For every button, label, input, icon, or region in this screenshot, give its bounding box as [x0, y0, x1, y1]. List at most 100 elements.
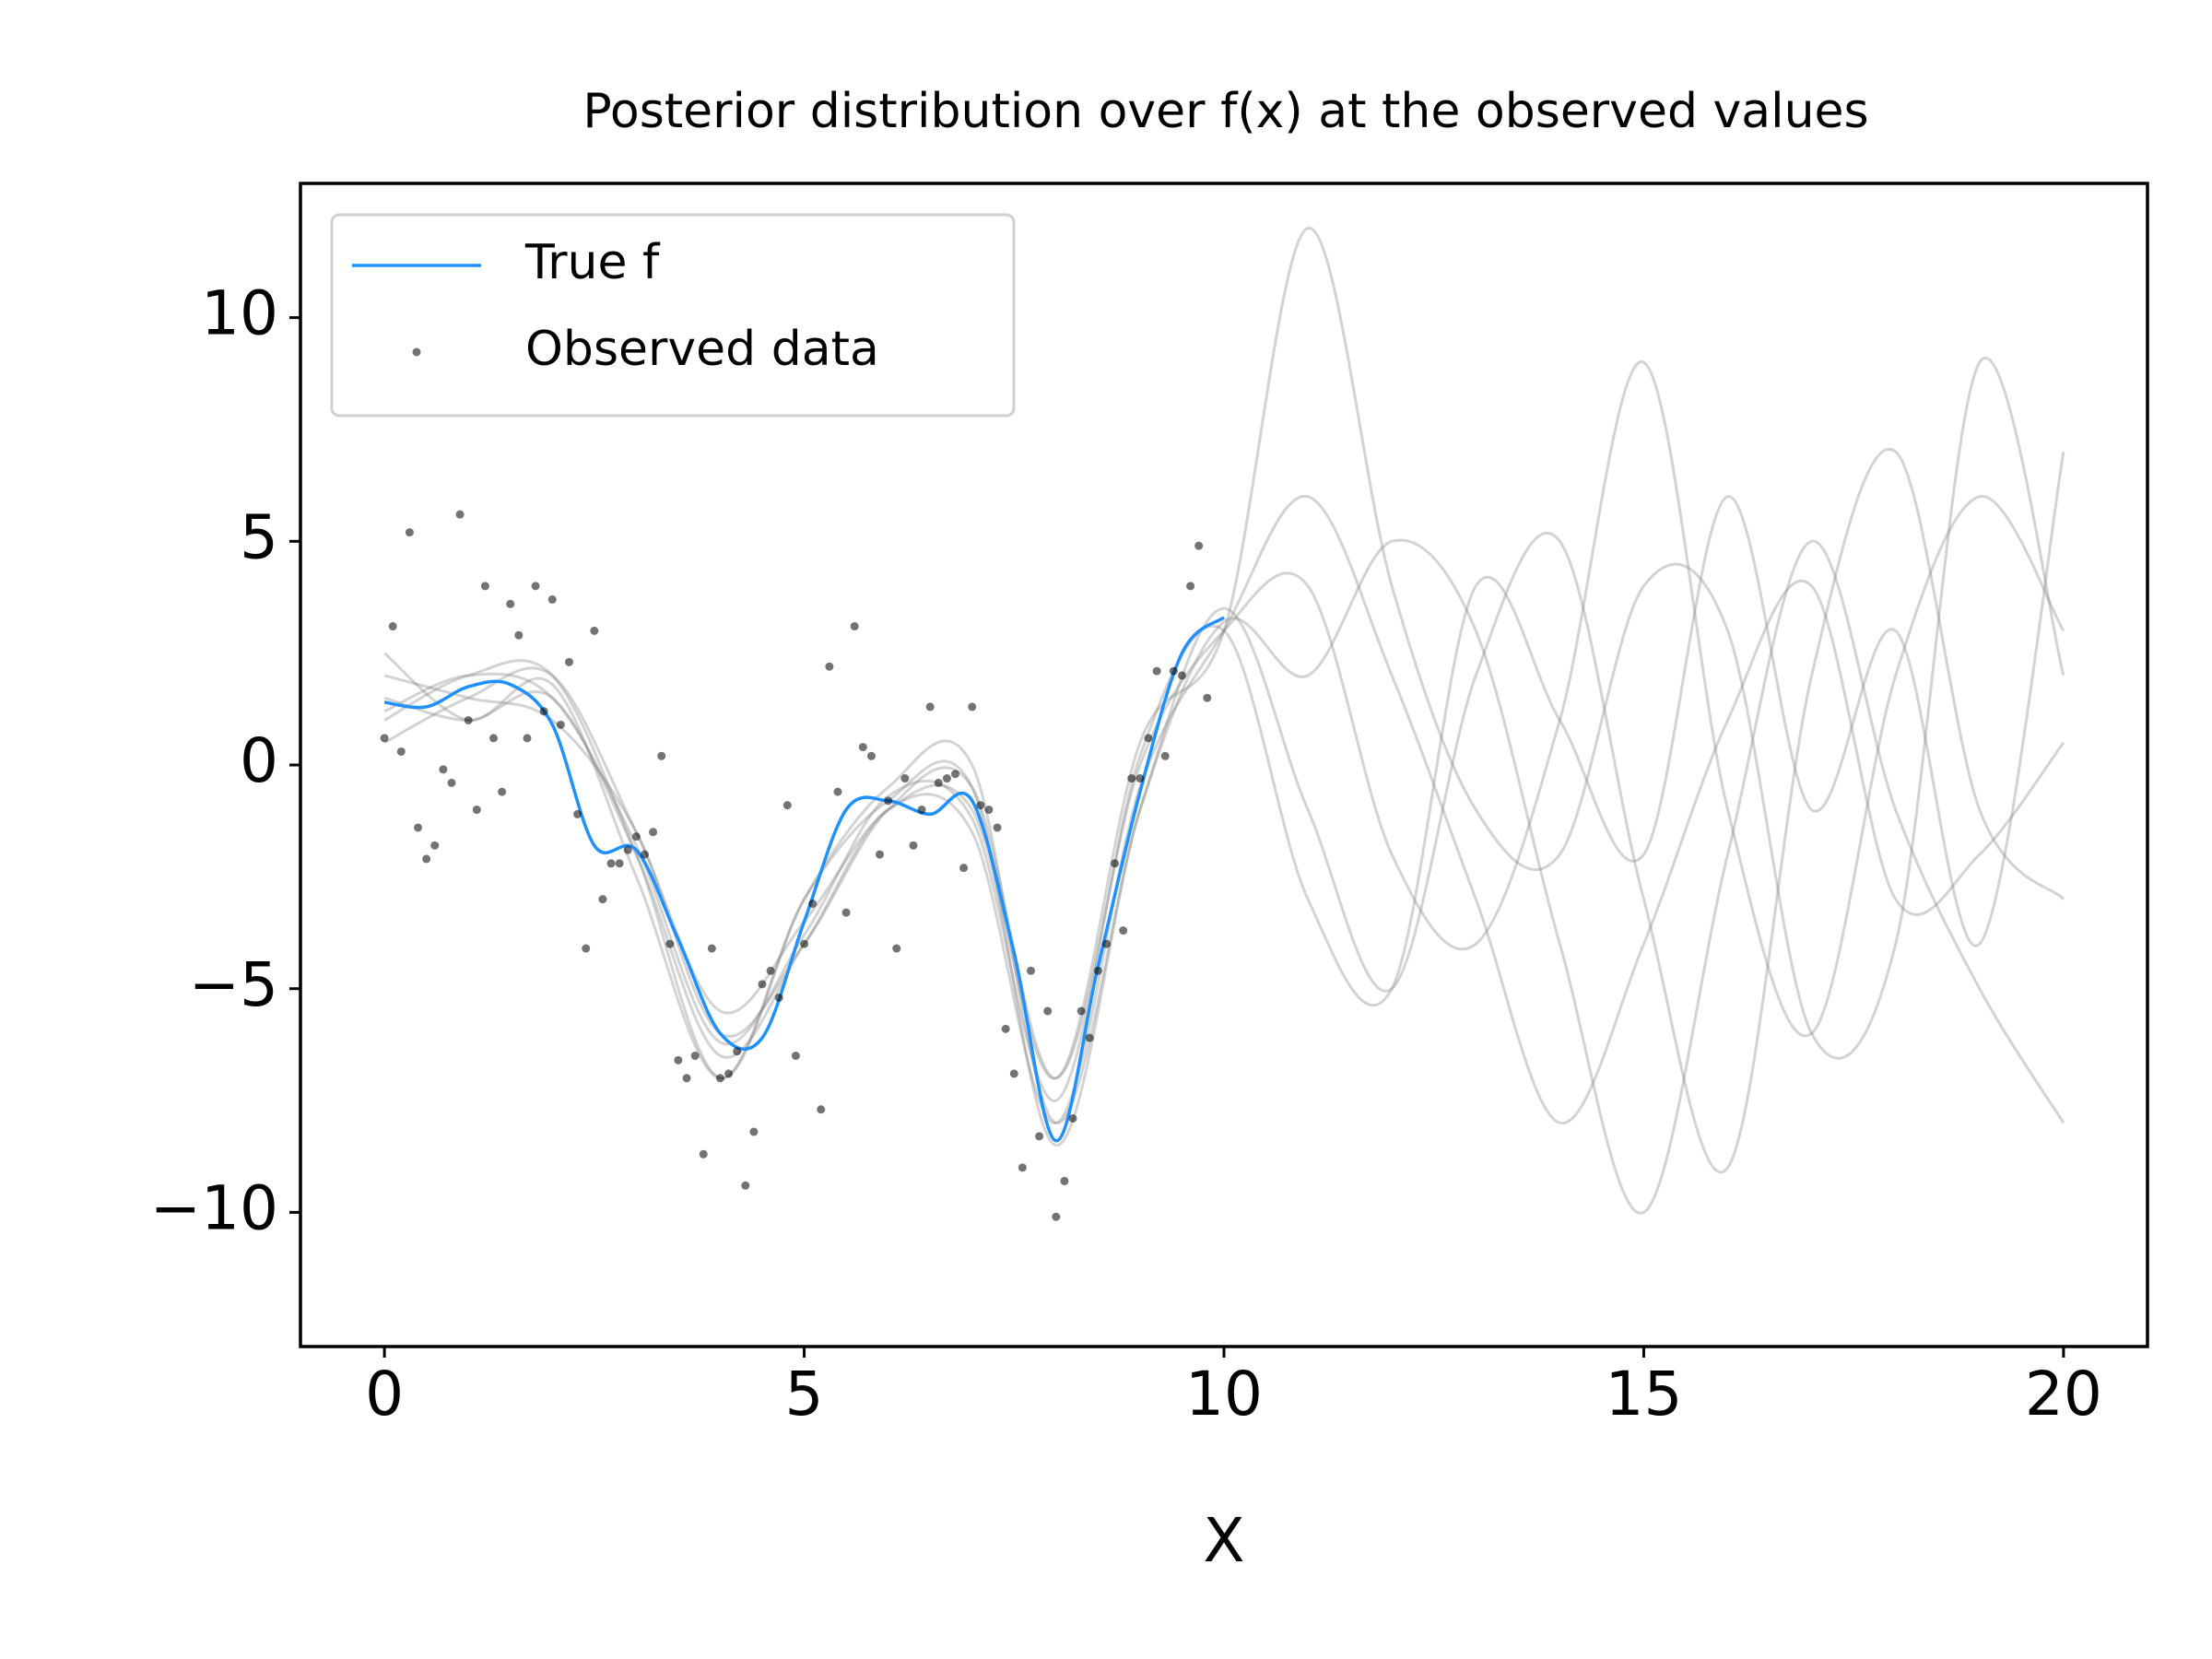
data-point [968, 702, 977, 712]
data-point [1160, 751, 1170, 760]
data-point [539, 707, 548, 716]
data-point [1085, 1033, 1094, 1042]
data-point [925, 702, 935, 712]
data-point [439, 765, 448, 774]
data-point [665, 939, 675, 948]
data-point [707, 944, 716, 953]
y-tick-label: 5 [240, 501, 278, 572]
y-tick-label: −10 [150, 1172, 278, 1243]
data-point [489, 734, 499, 743]
data-point [523, 734, 532, 743]
data-point [590, 626, 599, 635]
posterior-sample [383, 360, 2065, 1080]
data-point [884, 796, 893, 806]
x-tick-label: 20 [2025, 1359, 2102, 1430]
x-tick-label: 5 [785, 1359, 824, 1430]
data-point [724, 1069, 734, 1078]
data-point [582, 944, 591, 953]
legend-label: Observed data [525, 322, 879, 377]
data-point [1119, 926, 1128, 935]
data-point [841, 908, 851, 917]
data-point [993, 823, 1002, 832]
data-point [405, 528, 414, 537]
x-tick-label: 15 [1605, 1359, 1682, 1430]
data-point [951, 770, 960, 779]
data-point [573, 809, 582, 818]
x-tick-label: 10 [1185, 1359, 1263, 1430]
data-point [464, 715, 473, 724]
data-point [934, 778, 943, 787]
posterior-sample [383, 495, 2065, 1124]
data-point [1194, 541, 1204, 550]
data-point [976, 801, 985, 810]
data-point [606, 859, 616, 868]
data-point [850, 622, 859, 631]
data-point [640, 850, 649, 859]
data-point [1052, 1212, 1061, 1221]
data-point [1144, 734, 1153, 743]
ticks: 0 5 10 15 20 −10 −5 0 5 10 [150, 278, 2102, 1430]
data-point [858, 743, 867, 752]
posterior-sample [383, 538, 2065, 1215]
data-point [514, 630, 524, 640]
data-point [674, 1055, 683, 1065]
data-point [766, 966, 775, 975]
x-axis-label: X [1203, 1505, 1244, 1576]
data-point [749, 1127, 759, 1136]
data-point [984, 806, 994, 815]
data-point [741, 1181, 750, 1190]
posterior-sample [383, 227, 2065, 1080]
data-point [1035, 1132, 1044, 1141]
data-point [649, 828, 658, 837]
y-tick-label: 10 [201, 278, 278, 349]
data-point [380, 734, 389, 743]
data-point [866, 751, 876, 760]
data-point [733, 1047, 742, 1056]
data-point [396, 747, 406, 756]
data-point [1093, 966, 1102, 975]
data-point [547, 594, 557, 604]
data-point [1060, 1176, 1069, 1185]
data-point [1203, 693, 1212, 702]
data-point [1001, 1024, 1010, 1033]
data-point [1043, 1006, 1053, 1016]
data-point [598, 895, 607, 904]
data-point [833, 787, 842, 796]
legend: True f Observed data [330, 213, 1016, 418]
data-point [1152, 666, 1161, 676]
data-point [942, 774, 951, 783]
data-point [715, 1074, 724, 1083]
data-point [1009, 1069, 1018, 1078]
data-point [959, 864, 969, 873]
data-point [909, 841, 918, 850]
data-point [699, 1149, 708, 1159]
data-point [1026, 966, 1035, 975]
data-point [414, 823, 423, 832]
data-point [1177, 671, 1186, 680]
data-point [556, 720, 565, 729]
y-tick-label: 0 [240, 725, 278, 796]
data-point [892, 944, 901, 953]
data-point [758, 980, 767, 989]
data-point [1135, 774, 1145, 783]
legend-label: True f [524, 235, 661, 290]
data-point [1101, 939, 1111, 948]
data-point [531, 582, 540, 591]
data-point [917, 806, 926, 815]
chart-title: Posterior distribution over f(x) at the … [582, 84, 1868, 139]
x-tick-label: 0 [365, 1359, 404, 1430]
data-point [808, 899, 818, 908]
data-point [388, 622, 397, 631]
data-point [782, 801, 792, 810]
data-point [682, 1074, 691, 1083]
data-point [657, 751, 666, 760]
data-point [774, 993, 783, 1002]
data-point [825, 662, 834, 671]
data-point [876, 850, 885, 859]
data-point [690, 1052, 700, 1060]
data-point [506, 599, 515, 608]
y-tick-label: −5 [189, 949, 278, 1020]
line [383, 616, 1226, 1143]
data-point [1018, 1163, 1027, 1172]
